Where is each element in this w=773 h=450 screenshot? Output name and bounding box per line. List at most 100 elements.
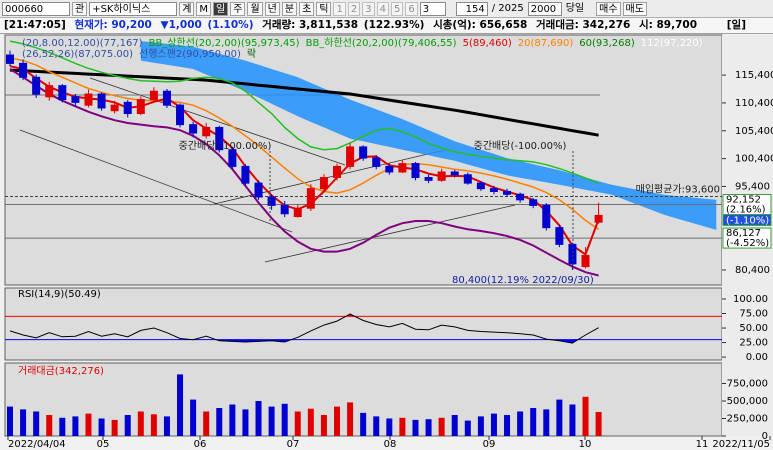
price-level-rate: (-4.52%) [726, 238, 769, 249]
y-tick-label: 80,400 [735, 265, 770, 276]
period-button[interactable]: 일 [213, 1, 229, 16]
code-search[interactable]: 관 [72, 1, 88, 16]
candle-body [176, 104, 185, 126]
period-button[interactable]: 월 [247, 1, 263, 16]
volume-bar [425, 419, 432, 436]
current-price-rate: (-1.10%) [726, 215, 769, 226]
volume-bar [177, 374, 184, 436]
period-button[interactable]: M [196, 1, 212, 16]
candle-body [136, 99, 145, 115]
trade-value: 거래대금: 342,276 [536, 19, 631, 31]
x-tick-label: 08 [384, 439, 397, 450]
y-tick-label: 115,400 [735, 70, 773, 81]
panel-title: 거래대금(342,276) [18, 365, 104, 377]
candle-body [32, 76, 41, 95]
today-check[interactable]: 당일 [565, 2, 585, 14]
period-button[interactable]: 계 [179, 1, 195, 16]
volume-bar [229, 404, 236, 436]
volume-bar [124, 415, 131, 436]
candle-body [71, 96, 80, 103]
indicator-line [9, 40, 599, 184]
candle-body [215, 126, 224, 151]
count-input[interactable]: 154 [455, 1, 488, 16]
volume-bar [399, 417, 406, 436]
candle-body [489, 188, 498, 192]
period-button[interactable]: 초 [299, 1, 315, 16]
candle-body [450, 171, 459, 176]
period-button[interactable]: 틱 [316, 1, 332, 16]
avg-price-label: 매입평균가:93,600 [636, 182, 720, 195]
volume-bar [203, 411, 210, 436]
candle-body [542, 204, 551, 229]
candle-body [346, 146, 355, 167]
price-level-value: 92,152 [726, 195, 761, 206]
volume-bar [569, 404, 576, 436]
candle-body [84, 93, 93, 106]
volume-bar [85, 413, 92, 436]
x-tick-label: 09 [483, 439, 496, 450]
current-price: 현재가: 90,200 [74, 19, 152, 31]
period-button[interactable]: 분 [281, 1, 298, 16]
period-button[interactable]: 주 [230, 1, 246, 16]
candle-body [581, 254, 590, 268]
volume-bar [412, 419, 419, 436]
volume-bar [464, 420, 471, 436]
candle-body [97, 93, 106, 109]
y-tick-label: 750,000 [727, 379, 768, 390]
volume-bar [150, 414, 157, 436]
number-button[interactable]: 5 [390, 1, 404, 16]
number-button[interactable]: 4 [376, 1, 389, 16]
volume-bar [294, 411, 301, 436]
legend-entry: 60(93,268) [579, 38, 635, 49]
price-level-box [722, 194, 772, 216]
sell-button[interactable]: 매도 [622, 1, 647, 16]
open-price: 시: 89,700 [638, 19, 698, 31]
period-button[interactable]: 년 [264, 1, 280, 16]
volume-bar [72, 416, 79, 436]
volume-bar [504, 415, 511, 436]
candle-body [149, 90, 158, 101]
volume-bar [268, 406, 275, 436]
volume-bar [137, 411, 144, 436]
y-tick-label: 0.00 [746, 352, 768, 363]
x-tick-label: 2022/04/04 [8, 439, 66, 450]
price-level-rate: (2.16%) [726, 205, 766, 216]
candle-body [45, 85, 54, 98]
legend-entry: 5(89,460) [463, 38, 512, 49]
indicator-line [9, 68, 599, 277]
indicator-line [9, 68, 599, 137]
stock-name[interactable]: +SK하이닉스 [89, 1, 178, 16]
x-tick-label: 05 [97, 439, 110, 450]
price-plot [5, 40, 722, 277]
volume-bar [307, 408, 314, 436]
market-cap: 시총(억): 656,658 [433, 19, 528, 31]
candle-body [6, 54, 14, 64]
number-button[interactable]: 2 [347, 1, 361, 16]
volume-bar [242, 409, 249, 436]
legend-entry: 20(87,690) [518, 38, 574, 49]
preset-select[interactable]: 3 [419, 1, 446, 16]
legend-entry: BB_하한선(20,2,00)(79,406,55) [306, 36, 457, 49]
number-button[interactable]: 1 [333, 1, 346, 16]
number-button[interactable]: 6 [405, 1, 418, 16]
candle-body [555, 227, 564, 245]
volume-bar [543, 409, 550, 436]
stock-code-input[interactable]: 000660 [2, 1, 70, 16]
candle-body [162, 90, 171, 106]
volume-bar [190, 399, 197, 436]
x-tick-label: 07 [287, 439, 300, 450]
candle-body [463, 174, 472, 184]
candle-body [372, 157, 381, 167]
number-button[interactable]: 3 [362, 1, 375, 16]
volume-rate: (122.93%) [363, 19, 425, 31]
volume-bar [582, 396, 589, 436]
buy-button[interactable]: 매수 [596, 1, 621, 16]
y-tick-label: 500,000 [727, 396, 768, 407]
x-tick-label: 06 [194, 439, 207, 450]
amount-input[interactable]: 2000 [527, 1, 562, 16]
candle-body [189, 124, 198, 134]
x-tick-label: 10 [579, 439, 592, 450]
rsi-line [9, 313, 599, 344]
candle-body [424, 177, 433, 181]
y-tick-label: 105,400 [735, 126, 773, 137]
